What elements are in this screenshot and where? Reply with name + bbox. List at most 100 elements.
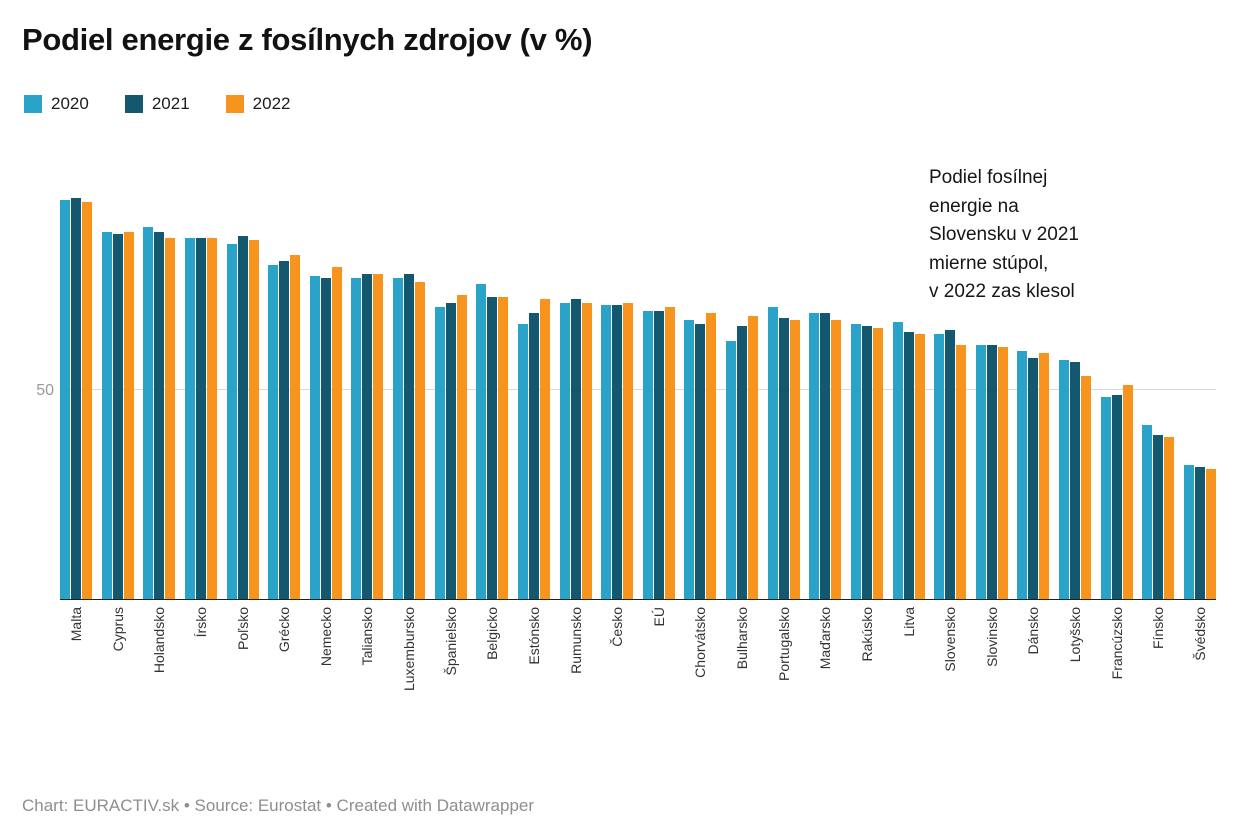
bar-group-23: [975, 344, 1008, 599]
bar-2021[interactable]: [320, 277, 331, 599]
legend-swatch: [24, 95, 42, 113]
bar-2022[interactable]: [956, 344, 967, 599]
bar-2021[interactable]: [1111, 395, 1122, 599]
bar-2020[interactable]: [434, 307, 445, 599]
bar-2021[interactable]: [1153, 435, 1164, 599]
bar-2021[interactable]: [945, 330, 956, 599]
bar-2022[interactable]: [914, 334, 925, 599]
x-label-cell: Francúzsko: [1101, 600, 1133, 780]
bar-2022[interactable]: [331, 267, 342, 599]
bar-2021[interactable]: [570, 298, 581, 599]
x-label: Poľsko: [234, 607, 251, 650]
bar-2020[interactable]: [226, 244, 237, 599]
x-label: Maďarsko: [817, 607, 834, 670]
bar-2021[interactable]: [986, 344, 997, 599]
bar-2020[interactable]: [101, 231, 112, 599]
bar-2021[interactable]: [1028, 357, 1039, 599]
bar-2020[interactable]: [476, 284, 487, 599]
bar-group-16: [684, 313, 717, 599]
bar-2021[interactable]: [1070, 361, 1080, 599]
bar-2020[interactable]: [1059, 359, 1069, 599]
bar-2022[interactable]: [539, 298, 550, 599]
bar-2021[interactable]: [778, 317, 789, 599]
bar-2022[interactable]: [373, 273, 384, 599]
bar-2020[interactable]: [1100, 397, 1111, 599]
bar-2021[interactable]: [404, 273, 414, 599]
bar-2022[interactable]: [1081, 376, 1091, 599]
bar-2020[interactable]: [351, 277, 362, 599]
bar-2020[interactable]: [184, 237, 195, 599]
bar-2021[interactable]: [195, 237, 206, 599]
bar-2021[interactable]: [71, 197, 81, 599]
bar-2021[interactable]: [487, 296, 498, 599]
bar-2022[interactable]: [1122, 384, 1133, 599]
bar-2022[interactable]: [123, 231, 134, 599]
bar-2022[interactable]: [415, 281, 425, 599]
bar-2021[interactable]: [528, 313, 539, 599]
bar-2020[interactable]: [767, 307, 778, 599]
bar-2022[interactable]: [456, 294, 467, 599]
x-label: Nemecko: [317, 607, 334, 667]
bar-2020[interactable]: [1183, 464, 1194, 599]
bar-2020[interactable]: [309, 275, 320, 599]
bar-2021[interactable]: [903, 332, 914, 599]
bar-2021[interactable]: [362, 273, 373, 599]
bar-2020[interactable]: [975, 344, 986, 599]
bar-2021[interactable]: [445, 302, 456, 599]
legend: 2020 2021 2022: [24, 94, 290, 114]
bar-2020[interactable]: [892, 321, 903, 599]
bar-2022[interactable]: [1039, 353, 1050, 599]
bar-2021[interactable]: [237, 235, 248, 599]
bar-2022[interactable]: [872, 328, 883, 599]
bar-2022[interactable]: [581, 302, 592, 599]
bar-2022[interactable]: [165, 237, 176, 599]
bar-2021[interactable]: [154, 231, 165, 599]
bar-2022[interactable]: [664, 307, 675, 599]
bar-2020[interactable]: [60, 200, 70, 599]
x-label-cell: Holandsko: [143, 600, 175, 780]
bar-2022[interactable]: [206, 237, 217, 599]
bar-2020[interactable]: [684, 319, 695, 599]
bar-2020[interactable]: [143, 227, 154, 599]
bar-2022[interactable]: [498, 296, 509, 599]
bar-2020[interactable]: [726, 340, 736, 599]
x-label: Holandsko: [151, 607, 168, 674]
bar-2022[interactable]: [831, 319, 842, 599]
bar-2020[interactable]: [1142, 424, 1153, 599]
x-label: Lotyšsko: [1067, 607, 1083, 663]
bar-2020[interactable]: [601, 305, 612, 599]
bar-2021[interactable]: [1194, 466, 1205, 599]
bar-2022[interactable]: [789, 319, 800, 599]
bar-2021[interactable]: [695, 323, 706, 599]
bar-group-15: [642, 307, 675, 599]
x-label-cell: Belgicko: [476, 600, 508, 780]
bar-2021[interactable]: [112, 233, 123, 599]
bar-2021[interactable]: [653, 311, 664, 599]
bar-2021[interactable]: [612, 305, 623, 599]
bar-2022[interactable]: [1205, 468, 1216, 599]
bar-2022[interactable]: [290, 254, 301, 599]
x-label-cell: Chorvátsko: [684, 600, 716, 780]
x-label: Estónsko: [525, 607, 542, 665]
bar-2021[interactable]: [820, 313, 831, 599]
bar-2020[interactable]: [393, 277, 403, 599]
bar-2020[interactable]: [850, 323, 861, 599]
bar-2022[interactable]: [706, 313, 717, 599]
bar-2022[interactable]: [623, 302, 634, 599]
bar-2022[interactable]: [1164, 437, 1175, 599]
bar-2022[interactable]: [748, 315, 758, 599]
bar-2021[interactable]: [279, 260, 290, 599]
bar-2022[interactable]: [997, 347, 1008, 599]
bar-2020[interactable]: [559, 302, 570, 599]
bar-2021[interactable]: [861, 326, 872, 599]
bar-2021[interactable]: [737, 326, 747, 599]
bar-2020[interactable]: [809, 313, 820, 599]
bar-2020[interactable]: [268, 265, 279, 599]
bar-2022[interactable]: [82, 202, 92, 599]
bar-2020[interactable]: [642, 311, 653, 599]
bar-2020[interactable]: [934, 334, 945, 599]
bar-2022[interactable]: [248, 239, 259, 599]
bar-2020[interactable]: [517, 323, 528, 599]
bar-2020[interactable]: [1017, 351, 1028, 599]
legend-item-2020: 2020: [24, 94, 89, 114]
